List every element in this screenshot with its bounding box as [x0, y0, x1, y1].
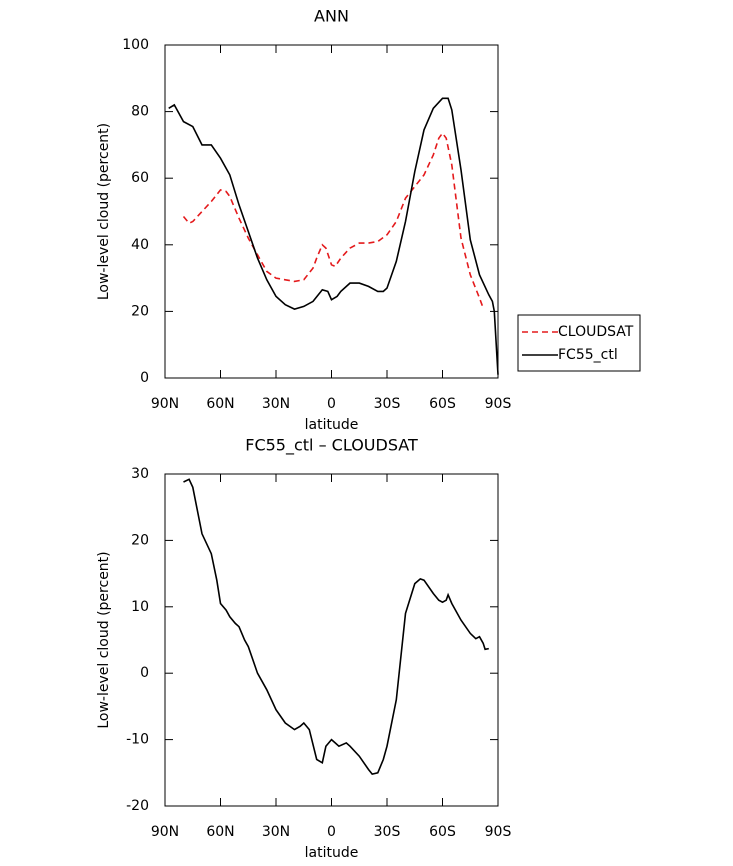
x-tick-label: 30S	[374, 824, 401, 840]
x-tick-label: 60N	[206, 824, 234, 840]
y-axis-label: Low-level cloud (percent)	[96, 551, 112, 728]
plot-frame	[164, 473, 499, 807]
x-axis-label: latitude	[305, 845, 359, 861]
y-tick-label: 20	[131, 303, 149, 319]
legend-label: CLOUDSAT	[558, 324, 634, 340]
y-tick-label: 60	[131, 170, 149, 186]
x-tick-label: 0	[327, 824, 336, 840]
x-tick-label: 90S	[485, 396, 512, 412]
legend-label: FC55_ctl	[558, 347, 618, 363]
chart-title: FC55_ctl – CLOUDSAT	[245, 436, 418, 456]
y-tick-label: 20	[131, 532, 149, 548]
y-tick-label: 80	[131, 104, 149, 120]
y-axis-label: Low-level cloud (percent)	[96, 123, 112, 300]
x-tick-label: 90S	[485, 824, 512, 840]
y-tick-label: 0	[140, 370, 149, 386]
y-tick-label: -10	[126, 732, 149, 748]
y-tick-label: 100	[122, 37, 149, 53]
x-tick-label: 60S	[429, 824, 456, 840]
plot-frame	[164, 44, 499, 379]
y-tick-label: 10	[131, 599, 149, 615]
y-tick-label: 0	[140, 665, 149, 681]
x-tick-label: 60S	[429, 396, 456, 412]
x-axis-label: latitude	[305, 417, 359, 433]
chart-title: ANN	[314, 7, 349, 26]
x-tick-label: 90N	[151, 824, 179, 840]
data-line	[183, 478, 489, 775]
y-tick-label: -20	[126, 798, 149, 814]
y-tick-label: 40	[131, 237, 149, 253]
y-tick-label: 30	[131, 466, 149, 482]
data-line	[182, 131, 484, 309]
x-tick-label: 60N	[206, 396, 234, 412]
data-line	[168, 97, 499, 375]
legend-box	[517, 314, 641, 372]
x-tick-label: 0	[327, 396, 336, 412]
x-tick-label: 30S	[374, 396, 401, 412]
x-tick-label: 90N	[151, 396, 179, 412]
x-tick-label: 30N	[262, 396, 290, 412]
x-tick-label: 30N	[262, 824, 290, 840]
